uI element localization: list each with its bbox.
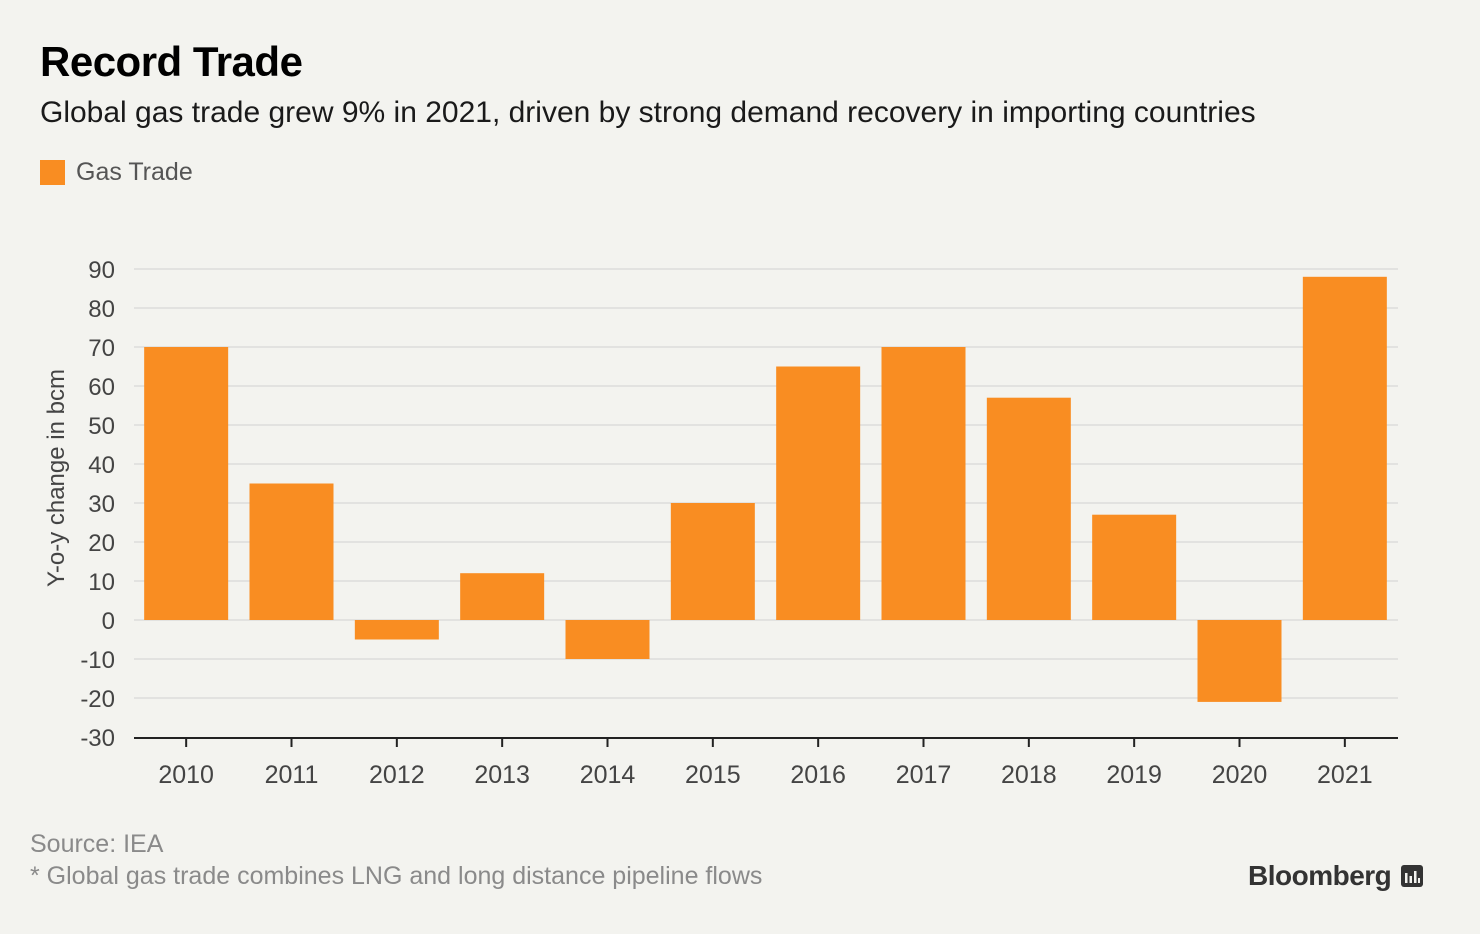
- y-tick-label: 50: [88, 413, 115, 440]
- y-tick-label: 20: [88, 530, 115, 557]
- y-tick-label: 60: [88, 374, 115, 401]
- y-tick-label: -10: [80, 647, 115, 674]
- bar: [249, 483, 334, 620]
- x-tick-label: 2021: [1317, 761, 1373, 789]
- brand: Bloomberg: [1248, 860, 1424, 892]
- x-tick-label: 2010: [158, 761, 214, 789]
- y-tick-label: 90: [88, 257, 115, 284]
- chart-title: Record Trade: [40, 38, 303, 85]
- x-tick-label: 2012: [369, 761, 425, 789]
- x-tick-label: 2019: [1106, 761, 1162, 789]
- bar: [565, 620, 650, 659]
- footnote: * Global gas trade combines LNG and long…: [30, 862, 763, 890]
- bar: [986, 397, 1071, 620]
- y-tick-label: 80: [88, 296, 115, 323]
- bar: [1092, 514, 1177, 620]
- x-tick-label: 2015: [685, 761, 741, 789]
- x-tick-label: 2014: [580, 761, 636, 789]
- bloomberg-bars-icon: [1401, 865, 1424, 887]
- y-tick-label: -20: [80, 686, 115, 713]
- y-tick-label: 40: [88, 452, 115, 479]
- bar: [1302, 276, 1387, 620]
- bar: [460, 573, 545, 620]
- bar: [881, 347, 966, 620]
- x-tick-label: 2020: [1212, 761, 1268, 789]
- y-tick-label: 70: [88, 335, 115, 362]
- y-tick-label: -30: [80, 725, 115, 752]
- y-tick-label: 10: [88, 569, 115, 596]
- legend: Gas Trade: [40, 158, 193, 187]
- x-tick-label: 2018: [1001, 761, 1057, 789]
- legend-swatch: [40, 160, 65, 185]
- x-tick-label: 2016: [790, 761, 846, 789]
- legend-label: Gas Trade: [76, 158, 193, 186]
- y-tick-label: 0: [102, 608, 115, 635]
- bar: [354, 620, 439, 640]
- bar: [144, 347, 229, 620]
- source-note: Source: IEA: [30, 830, 164, 858]
- x-tick-label: 2013: [474, 761, 530, 789]
- bloomberg-logo: Bloomberg: [1248, 860, 1392, 891]
- y-tick-label: 30: [88, 491, 115, 518]
- x-tick-label: 2017: [896, 761, 952, 789]
- x-tick-label: 2011: [265, 761, 319, 789]
- bar: [670, 503, 755, 620]
- bar: [1197, 620, 1282, 702]
- y-axis-label: Y-o-y change in bcm: [43, 369, 70, 587]
- chart-subtitle: Global gas trade grew 9% in 2021, driven…: [40, 96, 1256, 129]
- bar: [776, 366, 861, 620]
